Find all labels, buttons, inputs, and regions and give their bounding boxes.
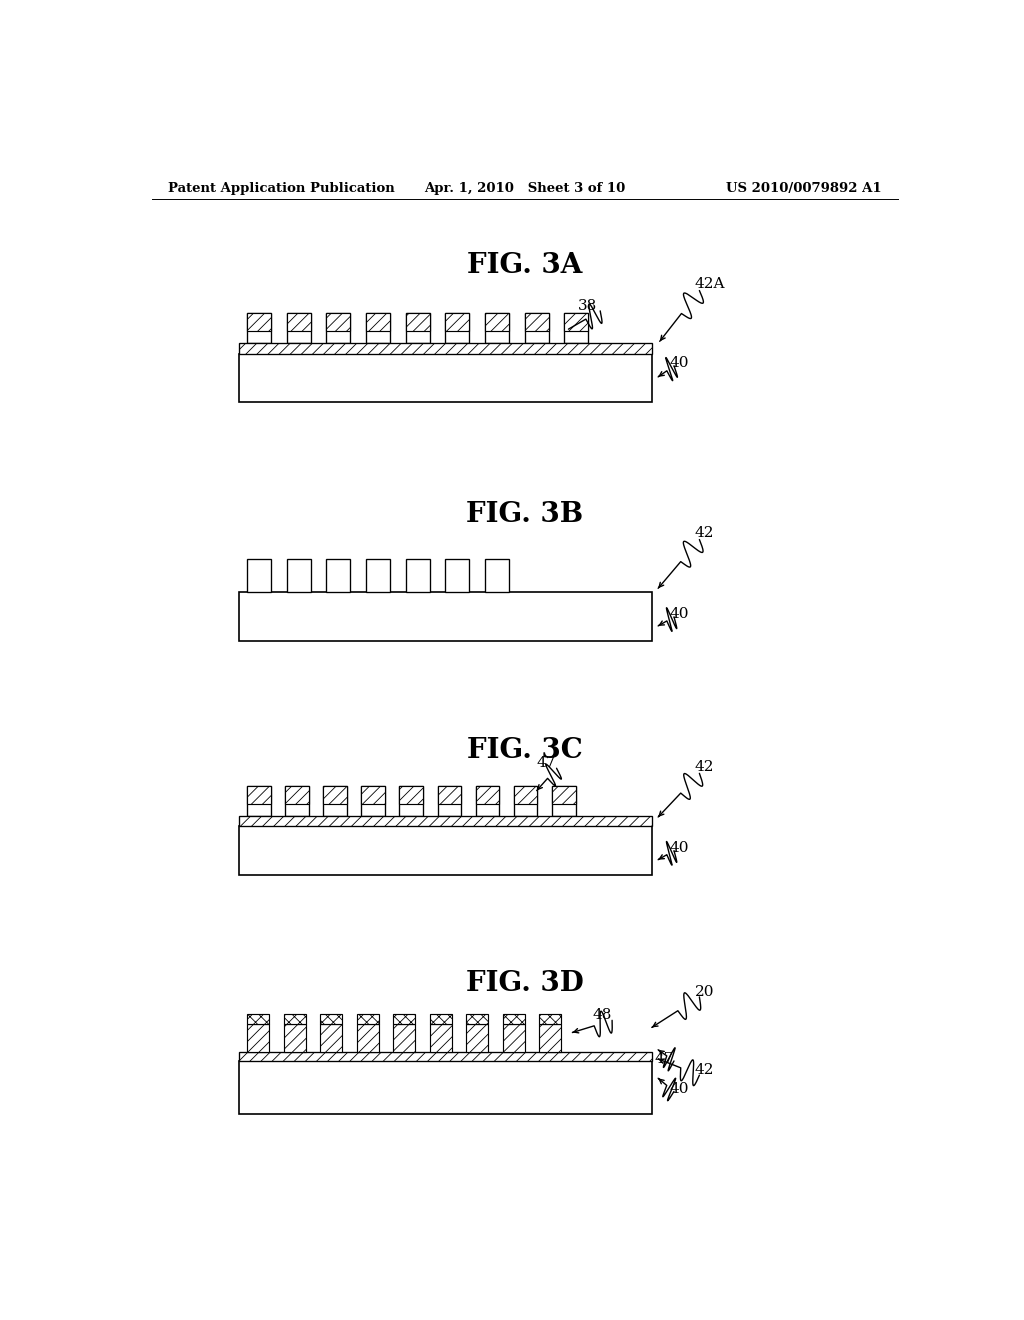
Text: FIG. 3C: FIG. 3C bbox=[467, 738, 583, 764]
Bar bbox=[445, 313, 469, 331]
Text: 42A: 42A bbox=[694, 277, 725, 292]
Bar bbox=[539, 1014, 561, 1024]
Bar bbox=[240, 593, 652, 642]
Bar bbox=[437, 785, 461, 816]
Bar bbox=[247, 785, 270, 804]
Bar bbox=[503, 1014, 524, 1024]
Bar bbox=[514, 785, 538, 804]
Text: 40: 40 bbox=[670, 841, 689, 854]
Bar bbox=[356, 1024, 379, 1052]
Bar bbox=[539, 1024, 561, 1052]
Text: 40: 40 bbox=[670, 1082, 689, 1097]
Bar bbox=[327, 558, 350, 593]
Bar bbox=[247, 313, 270, 331]
Bar bbox=[524, 313, 549, 343]
Bar bbox=[430, 1014, 452, 1024]
Bar bbox=[284, 1024, 306, 1052]
Text: 42: 42 bbox=[694, 760, 714, 775]
Bar bbox=[475, 785, 500, 816]
Bar bbox=[485, 558, 509, 593]
Bar bbox=[445, 313, 469, 343]
Bar bbox=[247, 313, 270, 343]
Bar bbox=[361, 785, 385, 804]
Text: FIG. 3D: FIG. 3D bbox=[466, 970, 584, 997]
Bar bbox=[327, 313, 350, 331]
Text: FIG. 3B: FIG. 3B bbox=[466, 500, 584, 528]
Bar bbox=[485, 313, 509, 343]
Text: 40: 40 bbox=[670, 607, 689, 620]
Bar bbox=[514, 785, 538, 816]
Bar bbox=[240, 826, 652, 875]
Bar bbox=[240, 1061, 652, 1114]
Bar bbox=[406, 313, 430, 343]
Bar bbox=[475, 785, 500, 804]
Text: 48: 48 bbox=[592, 1008, 611, 1022]
Bar bbox=[240, 354, 652, 403]
Bar bbox=[393, 1024, 416, 1052]
Bar bbox=[285, 785, 309, 804]
Bar bbox=[240, 1052, 652, 1061]
Text: Patent Application Publication: Patent Application Publication bbox=[168, 182, 394, 195]
Bar bbox=[327, 313, 350, 343]
Bar bbox=[393, 1014, 416, 1024]
Text: 20: 20 bbox=[694, 985, 714, 999]
Bar bbox=[552, 785, 575, 816]
Bar bbox=[564, 313, 588, 343]
Text: 42: 42 bbox=[694, 1063, 714, 1077]
Bar bbox=[356, 1014, 379, 1024]
Bar bbox=[552, 785, 575, 804]
Bar bbox=[367, 558, 390, 593]
Bar bbox=[564, 313, 588, 331]
Bar bbox=[324, 785, 347, 816]
Bar bbox=[367, 313, 390, 331]
Bar bbox=[287, 313, 310, 331]
Bar bbox=[287, 558, 310, 593]
Bar bbox=[406, 313, 430, 331]
Text: 38: 38 bbox=[578, 298, 597, 313]
Bar bbox=[247, 1014, 269, 1024]
Bar bbox=[247, 1024, 269, 1052]
Bar bbox=[324, 785, 347, 804]
Text: FIG. 3A: FIG. 3A bbox=[467, 252, 583, 279]
Bar bbox=[466, 1024, 488, 1052]
Bar bbox=[466, 1014, 488, 1024]
Text: 42: 42 bbox=[694, 527, 714, 540]
Text: 40: 40 bbox=[670, 355, 689, 370]
Bar bbox=[524, 313, 549, 331]
Text: Apr. 1, 2010   Sheet 3 of 10: Apr. 1, 2010 Sheet 3 of 10 bbox=[424, 182, 626, 195]
Bar bbox=[437, 785, 461, 804]
Bar bbox=[430, 1024, 452, 1052]
Bar bbox=[367, 313, 390, 343]
Bar bbox=[321, 1014, 342, 1024]
Bar bbox=[285, 785, 309, 816]
Bar bbox=[247, 785, 270, 816]
Bar bbox=[240, 816, 652, 826]
Bar bbox=[240, 343, 652, 354]
Text: 47: 47 bbox=[654, 1052, 674, 1067]
Bar bbox=[247, 558, 270, 593]
Bar bbox=[503, 1024, 524, 1052]
Bar bbox=[321, 1024, 342, 1052]
Bar bbox=[399, 785, 423, 816]
Bar bbox=[485, 313, 509, 331]
Text: US 2010/0079892 A1: US 2010/0079892 A1 bbox=[726, 182, 882, 195]
Bar bbox=[445, 558, 469, 593]
Bar bbox=[406, 558, 430, 593]
Bar bbox=[399, 785, 423, 804]
Text: 47: 47 bbox=[537, 756, 556, 770]
Bar bbox=[287, 313, 310, 343]
Bar bbox=[361, 785, 385, 816]
Bar bbox=[284, 1014, 306, 1024]
